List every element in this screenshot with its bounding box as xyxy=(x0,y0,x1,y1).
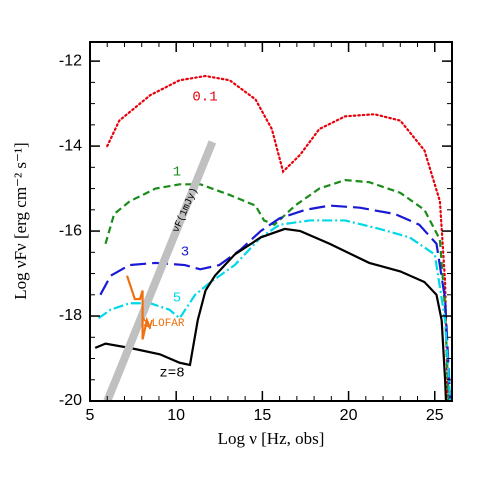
series-label: 1 xyxy=(173,165,181,181)
series-line xyxy=(99,204,452,401)
series-line xyxy=(94,227,448,401)
x-tick-label: 20 xyxy=(340,407,358,424)
series-line xyxy=(104,178,450,401)
y-tick-label: -12 xyxy=(59,52,82,69)
y-axis-label: Log νFν [erg cm⁻² s⁻¹] xyxy=(11,142,30,299)
series-label: z=8 xyxy=(159,366,184,382)
y-tick-label: -16 xyxy=(59,222,82,239)
x-tick-label: 25 xyxy=(426,407,444,424)
series-label: 5 xyxy=(173,291,181,307)
series-label: 3 xyxy=(181,245,189,261)
y-tick-label: -20 xyxy=(59,392,82,409)
series-line xyxy=(97,219,452,401)
series-line xyxy=(106,74,449,401)
series-label: 0.1 xyxy=(192,90,217,106)
x-tick-label: 5 xyxy=(86,407,95,424)
series-label: LOFAR xyxy=(151,318,184,330)
x-tick-label: 15 xyxy=(253,407,271,424)
series-line xyxy=(126,275,152,340)
series-line xyxy=(103,140,217,401)
x-tick-label: 10 xyxy=(167,407,185,424)
annotation-arrow xyxy=(142,317,153,328)
y-tick-label: -18 xyxy=(59,307,82,324)
y-tick-label: -14 xyxy=(59,137,82,154)
plot-frame xyxy=(89,41,453,402)
x-axis-label: Log ν [Hz, obs] xyxy=(218,429,325,448)
